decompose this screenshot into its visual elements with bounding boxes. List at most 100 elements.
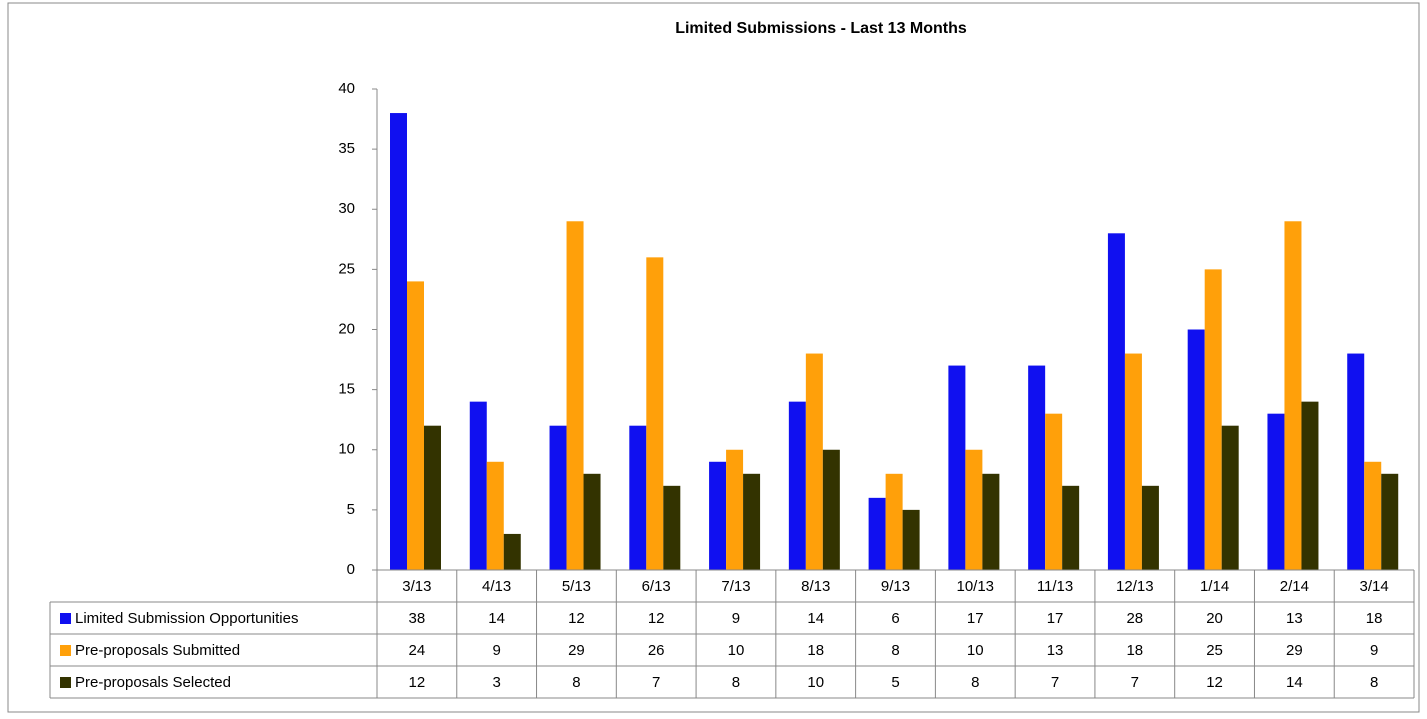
table-value: 8 [891, 642, 899, 659]
table-value: 29 [1286, 642, 1303, 659]
table-value: 17 [1047, 610, 1064, 627]
legend-swatch [60, 613, 71, 624]
table-value: 9 [732, 610, 740, 627]
table-value: 14 [807, 610, 824, 627]
bar [885, 473, 903, 570]
table-value: 24 [409, 642, 426, 659]
y-tick-label: 35 [338, 140, 355, 157]
bar [726, 449, 744, 570]
bar [583, 473, 601, 570]
table-value: 8 [1370, 674, 1378, 691]
legend-swatch [60, 645, 71, 656]
table-value: 10 [728, 642, 745, 659]
table-value: 38 [409, 610, 426, 627]
bar [407, 281, 424, 570]
bar [965, 449, 983, 570]
table-value: 28 [1126, 610, 1143, 627]
bar [566, 221, 584, 570]
x-tick-label: 7/13 [721, 578, 750, 595]
bar [1028, 365, 1046, 570]
bar [1045, 413, 1063, 570]
legend-label: Pre-proposals Submitted [75, 642, 240, 659]
bar [629, 425, 647, 570]
table-value: 17 [967, 610, 984, 627]
bar [868, 497, 886, 570]
y-tick-label: 5 [347, 501, 355, 518]
bar [1141, 485, 1159, 570]
y-tick-label: 40 [338, 80, 355, 97]
x-tick-label: 10/13 [956, 578, 994, 595]
legend-swatch [60, 677, 71, 688]
bar [390, 113, 407, 571]
table-value: 9 [492, 642, 500, 659]
legend-label: Limited Submission Opportunities [75, 610, 298, 627]
table-value: 7 [652, 674, 660, 691]
x-tick-label: 6/13 [642, 578, 671, 595]
x-tick-label: 2/14 [1280, 578, 1309, 595]
bar [805, 353, 823, 570]
x-tick-label: 9/13 [881, 578, 910, 595]
bar [1221, 425, 1239, 570]
bar [1187, 329, 1205, 570]
x-tick-label: 12/13 [1116, 578, 1154, 595]
bar [424, 425, 441, 570]
x-tick-label: 4/13 [482, 578, 511, 595]
table-value: 18 [1366, 610, 1383, 627]
table-value: 9 [1370, 642, 1378, 659]
bar [743, 473, 761, 570]
bar [549, 425, 567, 570]
table-value: 7 [1051, 674, 1059, 691]
bar [1364, 461, 1382, 570]
y-tick-label: 25 [338, 260, 355, 277]
table-value: 6 [891, 610, 899, 627]
bar [663, 485, 681, 570]
bar [646, 257, 664, 570]
chart-title: Limited Submissions - Last 13 Months [675, 20, 967, 37]
table-value: 7 [1131, 674, 1139, 691]
table-value: 13 [1286, 610, 1303, 627]
x-tick-label: 3/13 [402, 578, 431, 595]
table-value: 10 [807, 674, 824, 691]
x-tick-label: 5/13 [562, 578, 591, 595]
table-value: 13 [1047, 642, 1064, 659]
bar [1204, 269, 1222, 570]
chart-frame [7, 2, 1420, 713]
bar [1284, 221, 1302, 570]
y-tick-label: 30 [338, 200, 355, 217]
bar [902, 509, 920, 570]
table-value: 18 [807, 642, 824, 659]
table-value: 14 [1286, 674, 1303, 691]
bar [948, 365, 966, 570]
x-tick-label: 1/14 [1200, 578, 1229, 595]
bar [709, 461, 727, 570]
bar [1301, 401, 1319, 570]
table-value: 8 [971, 674, 979, 691]
bar [1124, 353, 1142, 570]
table-value: 8 [572, 674, 580, 691]
bar [788, 401, 806, 570]
table-value: 29 [568, 642, 585, 659]
bar [1062, 485, 1080, 570]
bar [822, 449, 840, 570]
y-tick-label: 20 [338, 320, 355, 337]
table-value: 3 [492, 674, 500, 691]
bar [1107, 233, 1125, 571]
x-tick-label: 11/13 [1037, 578, 1073, 595]
table-value: 8 [732, 674, 740, 691]
bar [503, 533, 521, 570]
bar [469, 401, 487, 570]
table-value: 12 [409, 674, 426, 691]
table-value: 14 [488, 610, 505, 627]
bar [1267, 413, 1285, 570]
table-value: 26 [648, 642, 665, 659]
table-value: 10 [967, 642, 984, 659]
table-value: 20 [1206, 610, 1223, 627]
y-tick-label: 15 [338, 381, 355, 398]
bar [982, 473, 1000, 570]
table-value: 25 [1206, 642, 1223, 659]
y-tick-label: 0 [347, 561, 355, 578]
bar [1381, 473, 1399, 570]
x-tick-label: 8/13 [801, 578, 830, 595]
bar [486, 461, 504, 570]
